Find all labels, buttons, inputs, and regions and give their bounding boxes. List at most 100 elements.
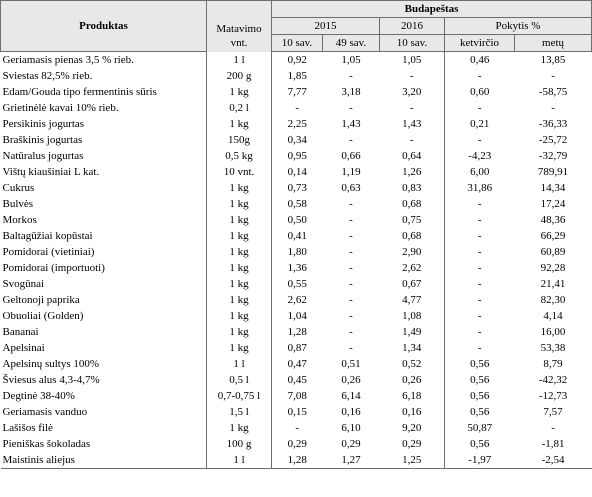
cell-2016-week10: 1,05: [379, 51, 445, 68]
cell-2015-week49: 6,14: [341, 390, 361, 402]
cell-change-year: -42,32: [538, 374, 568, 386]
cell-2016-week10: 1,08: [379, 308, 445, 324]
cell-2016-week10: 3,20: [379, 84, 445, 100]
cell-change-year: 16,00: [540, 326, 566, 338]
cell-2015-week49: 1,27: [322, 452, 380, 469]
cell-unit: 1 kg: [206, 212, 272, 228]
table-row: Obuoliai (Golden) 1 kg 1,04 - 1,08 - 4,14: [0, 308, 592, 324]
cell-unit: 100 g: [206, 436, 272, 452]
cell-2015-week10: -: [295, 102, 300, 114]
cell-2015-week10: -: [295, 422, 300, 434]
cell-change-quarter: 31,86: [467, 182, 493, 194]
cell-change-quarter: 50,87: [467, 422, 493, 434]
table-row: Vištų kiaušiniai L kat. 10 vnt. 0,14 1,19 1,…: [0, 164, 592, 180]
cell-change-quarter: -4,23: [468, 150, 492, 162]
cell-change-quarter: 0,60: [470, 86, 490, 98]
cell-2015-week49: -: [349, 326, 353, 338]
cell-2015-week10: 0,58: [287, 198, 307, 210]
cell-unit: 1 kg: [206, 244, 272, 260]
cell-2015-week10: 1,28: [271, 452, 323, 469]
cell-change-quarter: -: [477, 246, 482, 258]
cell-unit: 1 kg: [206, 84, 272, 100]
cell-2016-week10: -: [379, 132, 445, 148]
header-unit-line2: vnt.: [230, 36, 248, 49]
cell-product: Geltonoji paprika: [0, 292, 207, 308]
cell-2015-week49: -: [349, 246, 353, 258]
cell-2015-week49: 0,29: [341, 438, 361, 450]
header-change-year: metų: [514, 34, 592, 52]
table-row: Geriamasis pienas 3,5 % rieb. 1 l 0,92 1,05…: [0, 51, 592, 68]
cell-change-quarter: -: [477, 198, 482, 210]
cell-unit: 200 g: [206, 68, 272, 84]
cell-2016-week10: 0,16: [379, 404, 445, 420]
cell-change-year: -32,79: [538, 150, 568, 162]
cell-2016-week10: 9,20: [379, 420, 445, 436]
table-row: Geriamasis vanduo 1,5 l 0,15 0,16 0,16 0,56 7,…: [0, 404, 592, 420]
cell-product: Pieniškas šokoladas: [0, 436, 207, 452]
cell-2015-week49: -: [349, 342, 353, 354]
cell-2016-week10: 0,68: [379, 196, 445, 212]
table-row: Braškinis jogurtas 150g 0,34 - - - -25,72: [0, 132, 592, 148]
cell-change-quarter: -: [477, 230, 482, 242]
cell-2016-week10: 0,67: [379, 276, 445, 292]
table-row: Apelsinai 1 kg 0,87 - 1,34 - 53,38: [0, 340, 592, 356]
cell-2015-week49: 6,10: [341, 422, 361, 434]
cell-unit: 0,2 l: [206, 100, 272, 116]
cell-change-quarter: -: [477, 214, 482, 226]
cell-product: Apelsinų sultys 100%: [0, 356, 207, 372]
cell-unit: 1 l: [206, 51, 272, 68]
cell-unit: 0,7-0,75 l: [206, 388, 272, 404]
cell-unit: 1 kg: [206, 116, 272, 132]
cell-2015-week10: 0,45: [287, 374, 307, 386]
cell-product: Braškinis jogurtas: [0, 132, 207, 148]
cell-change-year: -58,75: [538, 86, 568, 98]
table-row: Apelsinų sultys 100% 1 l 0,47 0,51 0,52 0,56 8…: [0, 356, 592, 372]
cell-2015-week49: 3,18: [341, 86, 361, 98]
cell-2016-week10: 6,18: [379, 388, 445, 404]
cell-2016-week10: -: [379, 68, 445, 84]
cell-2015-week10: 1,85: [287, 70, 307, 82]
header-year-2016: 2016: [379, 17, 445, 35]
cell-change-year: -1,81: [541, 438, 565, 450]
cell-change-year: -: [551, 70, 555, 82]
cell-unit: 1 kg: [206, 180, 272, 196]
cell-2015-week49: -: [349, 310, 353, 322]
cell-2016-week10: 0,26: [379, 372, 445, 388]
cell-2016-week10: 1,43: [379, 116, 445, 132]
cell-change-year: 53,38: [540, 342, 566, 354]
cell-change-quarter: -1,97: [444, 452, 515, 469]
cell-unit: 1 l: [206, 452, 272, 469]
cell-2015-week49: 0,51: [341, 358, 361, 370]
cell-unit: 10 vnt.: [206, 164, 272, 180]
cell-2015-week10: 0,34: [287, 134, 307, 146]
cell-2016-week10: 0,52: [379, 356, 445, 372]
table-row: Lašišos filė 1 kg - 6,10 9,20 50,87 -: [0, 420, 592, 436]
cell-2015-week49: -: [349, 134, 353, 146]
cell-2015-week49: 0,66: [341, 150, 361, 162]
cell-change-quarter: -: [477, 134, 482, 146]
header-year-2015: 2015: [271, 17, 380, 35]
cell-2015-week10: 2,25: [287, 118, 307, 130]
cell-2015-week10: 0,50: [287, 214, 307, 226]
cell-change-quarter: -: [477, 342, 482, 354]
cell-unit: 0,5 kg: [206, 148, 272, 164]
cell-change-year: -2,54: [514, 452, 592, 469]
cell-unit: 1 kg: [206, 420, 272, 436]
cell-2015-week49: -: [349, 294, 353, 306]
cell-2015-week10: 0,55: [287, 278, 307, 290]
cell-2016-week10: 1,26: [379, 164, 445, 180]
header-change-quarter: ketvirčio: [444, 34, 515, 52]
cell-change-quarter: -: [477, 102, 482, 114]
cell-change-quarter: 6,00: [470, 166, 490, 178]
cell-product: Lašišos filė: [0, 420, 207, 436]
cell-change-quarter: -: [477, 310, 482, 322]
cell-change-year: 789,91: [537, 166, 569, 178]
cell-2015-week49: -: [349, 198, 353, 210]
table-row: Persikinis jogurtas 1 kg 2,25 1,43 1,43 0,21 -…: [0, 116, 592, 132]
cell-2015-week49: -: [349, 214, 353, 226]
cell-change-year: 7,57: [543, 406, 563, 418]
cell-2015-week10: 0,87: [287, 342, 307, 354]
cell-change-quarter: 0,56: [470, 406, 490, 418]
table-row: Degtinė 38-40% 0,7-0,75 l 7,08 6,14 6,18 0,56…: [0, 388, 592, 404]
price-table: Produktas Matavimo vnt. Budapeštas 2015 …: [0, 0, 592, 469]
